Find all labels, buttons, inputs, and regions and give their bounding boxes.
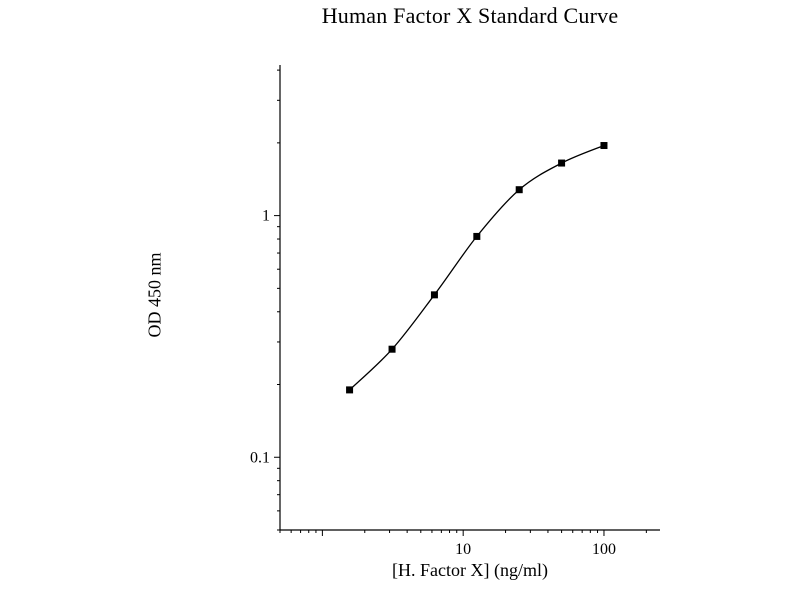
chart-title: Human Factor X Standard Curve [321, 3, 619, 28]
data-point-marker [473, 232, 481, 240]
x-tick-label: 100 [592, 541, 616, 558]
standard-curve-line [349, 144, 605, 391]
y-axis-label: OD 450 nm [144, 252, 165, 338]
data-point-marker [600, 142, 608, 150]
data-point-marker [388, 345, 396, 353]
x-axis-label: [H. Factor X] (ng/ml) [392, 560, 548, 580]
y-tick-label: 1 [262, 208, 270, 225]
data-point-marker [346, 386, 354, 394]
y-tick-label: 0.1 [250, 449, 270, 466]
data-point-marker [515, 186, 523, 194]
x-tick-label: 10 [455, 541, 471, 558]
data-point-marker [430, 291, 438, 299]
data-point-marker [558, 159, 566, 167]
